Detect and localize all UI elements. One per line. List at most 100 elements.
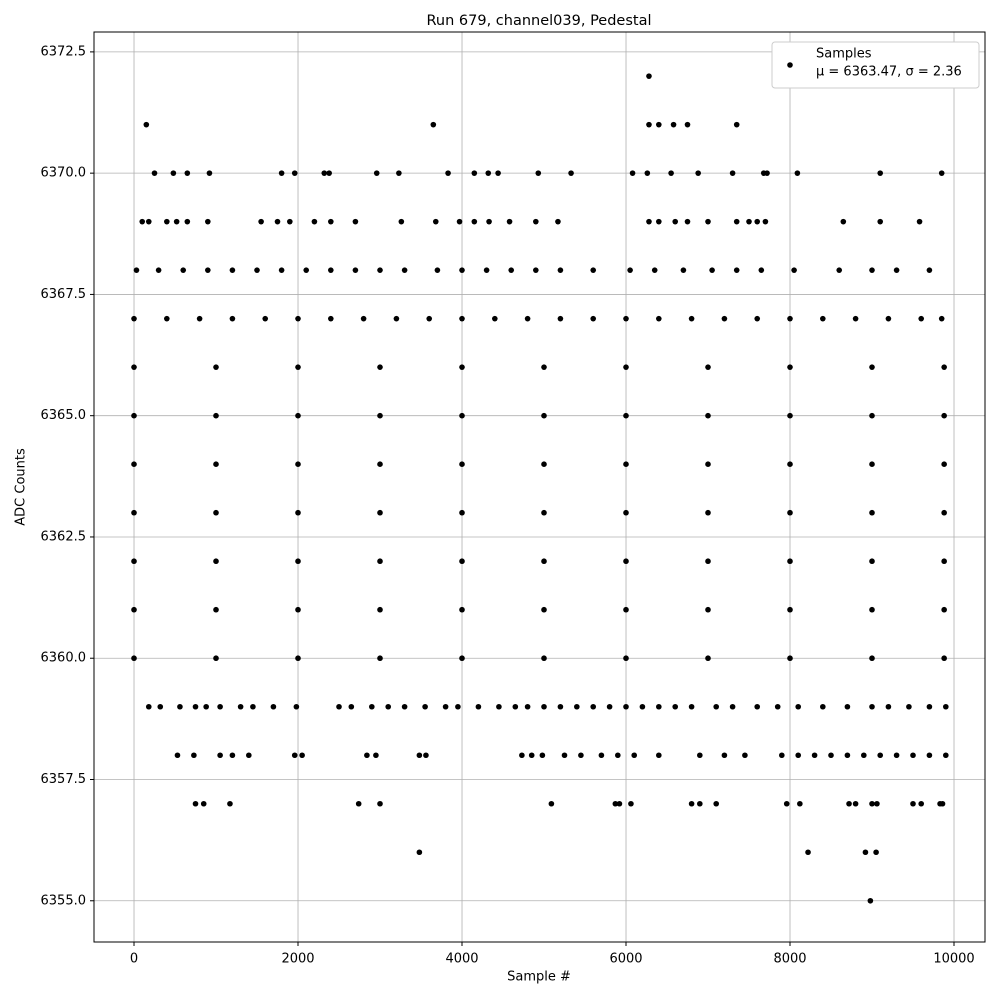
- point: [471, 218, 478, 225]
- point: [623, 558, 629, 565]
- point: [377, 267, 383, 273]
- point: [869, 412, 875, 419]
- point: [713, 703, 720, 710]
- x-tick-label: 6000: [609, 952, 642, 967]
- point: [705, 655, 711, 662]
- point: [762, 218, 769, 225]
- point: [485, 170, 492, 176]
- point: [623, 412, 629, 419]
- point: [213, 558, 219, 565]
- y-tick-label: 6360.0: [41, 651, 87, 666]
- legend-box: [771, 41, 980, 89]
- point: [867, 897, 874, 904]
- point: [623, 509, 629, 516]
- point: [877, 170, 884, 176]
- point: [352, 267, 359, 273]
- point: [155, 267, 162, 273]
- point: [184, 218, 191, 225]
- point: [157, 703, 164, 710]
- point: [422, 703, 428, 710]
- point: [369, 703, 375, 710]
- point: [615, 752, 621, 759]
- point: [475, 703, 482, 710]
- point: [758, 267, 765, 273]
- point: [721, 315, 728, 322]
- point: [131, 655, 137, 662]
- point: [918, 800, 925, 807]
- point: [278, 267, 285, 273]
- y-tick-label: 6372.5: [41, 44, 87, 59]
- point: [173, 218, 180, 225]
- point: [846, 800, 852, 807]
- point: [328, 218, 334, 225]
- point: [164, 315, 170, 322]
- point: [213, 509, 219, 516]
- point: [869, 800, 875, 807]
- point: [471, 170, 478, 176]
- point: [445, 170, 451, 176]
- point: [541, 606, 547, 613]
- point: [541, 509, 547, 516]
- point: [754, 218, 761, 225]
- point: [206, 170, 213, 176]
- point: [174, 752, 181, 759]
- x-tick-label: 4000: [445, 952, 478, 967]
- point: [205, 218, 211, 225]
- point: [205, 267, 211, 273]
- point: [656, 121, 662, 128]
- point: [578, 752, 584, 759]
- legend-note: μ = 6363.47, σ = 2.36: [816, 65, 962, 80]
- point: [336, 703, 342, 710]
- point: [797, 800, 803, 807]
- point: [873, 849, 879, 856]
- point: [145, 703, 152, 710]
- point: [492, 315, 498, 322]
- point: [528, 752, 535, 759]
- point: [598, 752, 605, 759]
- point: [941, 412, 947, 419]
- point: [938, 170, 945, 176]
- point: [828, 752, 834, 759]
- point: [459, 364, 465, 370]
- point: [705, 364, 711, 370]
- point: [627, 267, 633, 273]
- point: [459, 412, 465, 419]
- point: [456, 218, 463, 225]
- point: [869, 606, 875, 613]
- point: [423, 752, 429, 759]
- point: [606, 703, 613, 710]
- point: [918, 315, 925, 322]
- point: [131, 606, 137, 613]
- point: [623, 364, 629, 370]
- point: [623, 606, 629, 613]
- point: [295, 461, 301, 468]
- point: [916, 218, 923, 225]
- point: [709, 267, 715, 273]
- point: [393, 315, 400, 322]
- point: [293, 703, 300, 710]
- point: [237, 703, 244, 710]
- point: [519, 752, 525, 759]
- point: [213, 461, 219, 468]
- point: [787, 606, 793, 613]
- point: [733, 121, 740, 128]
- point: [705, 461, 711, 468]
- point: [170, 170, 177, 176]
- point: [139, 218, 146, 225]
- point: [377, 558, 383, 565]
- point: [416, 849, 423, 856]
- point: [459, 315, 465, 322]
- point: [192, 703, 199, 710]
- point: [196, 315, 203, 322]
- point: [377, 606, 383, 613]
- point: [459, 655, 465, 662]
- point: [533, 267, 539, 273]
- point: [852, 315, 859, 322]
- point: [926, 267, 933, 273]
- point: [539, 752, 546, 759]
- point: [303, 267, 310, 273]
- point: [213, 655, 219, 662]
- point: [360, 315, 367, 322]
- point: [705, 558, 711, 565]
